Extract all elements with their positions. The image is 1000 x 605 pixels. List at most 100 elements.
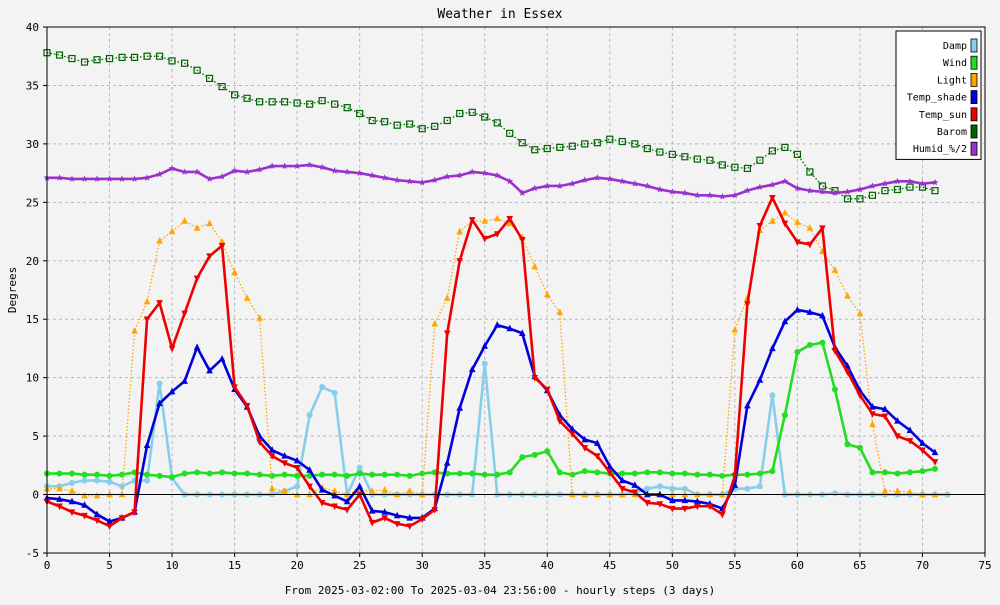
data-point-wind xyxy=(919,468,926,475)
data-point-humid-2 xyxy=(556,182,564,189)
data-point-barom xyxy=(581,140,589,148)
data-point-wind xyxy=(219,469,226,476)
data-point-barom xyxy=(718,161,726,169)
data-point-temp-shade xyxy=(293,456,301,464)
data-point-temp-sun xyxy=(331,503,338,511)
data-point-light xyxy=(81,491,88,499)
data-point-humid-2 xyxy=(356,169,364,177)
data-point-light xyxy=(206,219,213,227)
data-point-light xyxy=(894,487,901,494)
data-point-temp-sun xyxy=(106,523,113,531)
data-point-damp xyxy=(744,485,751,492)
data-point-humid-2 xyxy=(68,175,76,182)
series-line-humid-2 xyxy=(47,163,936,198)
data-point-barom xyxy=(406,120,414,128)
data-point-temp-shade xyxy=(806,308,814,315)
series-line-temp-shade xyxy=(46,308,936,523)
y-tick-label: -5 xyxy=(26,547,39,560)
data-point-wind xyxy=(531,451,538,458)
data-point-light xyxy=(681,490,689,498)
data-point-wind xyxy=(631,470,638,477)
data-point-humid-2 xyxy=(656,185,664,193)
data-point-barom xyxy=(143,52,151,60)
data-point-barom xyxy=(343,104,351,112)
x-tick-label: 50 xyxy=(666,559,679,572)
data-point-temp-sun xyxy=(593,453,601,460)
x-tick-label: 5 xyxy=(106,559,113,572)
data-point-barom xyxy=(268,98,276,106)
data-point-light xyxy=(156,237,163,244)
data-point-humid-2 xyxy=(844,188,851,195)
data-point-humid-2 xyxy=(668,188,676,195)
data-point-barom xyxy=(130,53,139,61)
data-point-wind xyxy=(69,470,76,477)
data-point-temp-shade xyxy=(493,321,501,328)
x-axis-label: From 2025-03-02:00 To 2025-03-04 23:56:0… xyxy=(285,584,715,597)
data-point-temp-sun xyxy=(518,237,526,244)
data-point-wind xyxy=(394,471,401,478)
data-point-temp-shade xyxy=(306,466,313,473)
data-point-humid-2 xyxy=(143,174,151,181)
data-point-humid-2 xyxy=(643,182,651,189)
data-point-humid-2 xyxy=(481,169,489,177)
data-point-temp-sun xyxy=(231,384,238,391)
data-point-light xyxy=(243,294,251,301)
data-point-light xyxy=(168,227,176,235)
data-point-temp-sun xyxy=(844,369,851,376)
data-point-barom xyxy=(80,58,89,66)
series-line-temp-sun xyxy=(46,196,936,528)
data-point-barom xyxy=(331,100,339,108)
data-point-temp-sun xyxy=(393,521,401,528)
data-point-wind xyxy=(519,454,526,461)
legend-swatch-humid-2 xyxy=(970,141,978,156)
data-point-temp-shade xyxy=(731,481,739,488)
axis-ticks: 0 5 10 15 20 25 30 35 40 45 50 55 60 65 70 75 -5 0 5 10 15 20… xyxy=(26,21,992,572)
x-tick-label: 10 xyxy=(165,559,178,572)
data-point-temp-sun xyxy=(156,300,163,307)
y-tick-label: 0 xyxy=(32,489,39,502)
data-point-temp-shade xyxy=(81,501,88,508)
data-point-temp-sun xyxy=(381,515,388,522)
data-point-temp-shade xyxy=(268,446,276,453)
data-point-barom xyxy=(643,144,651,153)
x-tick-label: 20 xyxy=(291,559,304,572)
data-point-humid-2 xyxy=(781,177,789,185)
data-point-wind xyxy=(681,470,688,477)
data-point-humid-2 xyxy=(256,166,264,173)
data-point-wind xyxy=(756,470,763,477)
data-point-damp xyxy=(669,485,676,492)
data-point-light xyxy=(68,487,76,494)
data-point-barom xyxy=(543,144,551,153)
data-point-wind xyxy=(231,470,238,477)
data-point-temp-sun xyxy=(568,431,576,438)
data-point-temp-shade xyxy=(744,401,751,409)
data-point-temp-sun xyxy=(906,438,914,445)
data-point-temp-sun xyxy=(118,515,126,522)
y-tick-label: 40 xyxy=(26,21,39,34)
legend-swatch-temp-sun xyxy=(970,107,978,122)
data-point-temp-sun xyxy=(543,386,551,394)
data-point-barom xyxy=(418,125,426,133)
data-point-humid-2 xyxy=(418,178,426,186)
data-point-humid-2 xyxy=(56,174,63,181)
data-point-wind xyxy=(244,470,251,477)
data-point-barom xyxy=(368,116,376,125)
data-point-barom xyxy=(318,97,326,105)
data-point-temp-sun xyxy=(93,517,101,525)
data-point-humid-2 xyxy=(869,182,876,189)
data-point-humid-2 xyxy=(156,170,163,178)
data-point-wind xyxy=(831,386,838,393)
data-point-light xyxy=(393,490,401,498)
data-point-wind xyxy=(881,469,888,476)
data-point-temp-sun xyxy=(606,469,614,477)
data-point-damp xyxy=(81,477,88,484)
data-point-humid-2 xyxy=(831,189,839,196)
data-point-wind xyxy=(156,472,163,479)
legend-swatch-barom xyxy=(970,124,978,139)
data-point-damp xyxy=(331,389,338,396)
data-point-damp xyxy=(756,483,763,490)
data-point-temp-shade xyxy=(281,452,288,459)
data-point-damp xyxy=(769,392,776,399)
data-point-temp-sun xyxy=(431,507,439,514)
data-point-light xyxy=(831,266,839,273)
